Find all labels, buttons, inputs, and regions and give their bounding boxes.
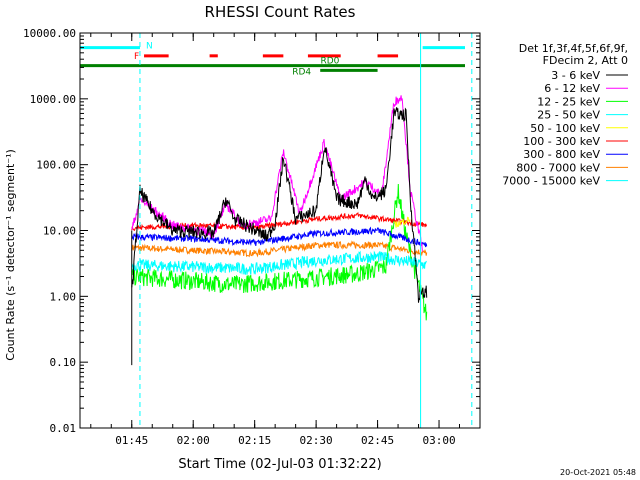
legend-header-line-2: FDecim 2, Att 0 (543, 54, 628, 67)
series-line-3-6-kev (131, 107, 428, 303)
generation-timestamp: 20-Oct-2021 05:48 (560, 468, 636, 477)
y-tick-label-5: 0.10 (50, 356, 77, 369)
attenuator-label-n: N (146, 42, 153, 52)
y-tick-label-3: 10.00 (43, 225, 76, 238)
y-tick-label-6: 0.01 (50, 422, 77, 435)
legend-label-6: 300 - 800 keV (523, 148, 600, 161)
legend-label-8: 7000 - 15000 keV (502, 175, 600, 188)
vertical-markers (79, 33, 473, 428)
series-line-100-300-kev (131, 211, 428, 232)
series-line-12-25-kev (131, 183, 428, 321)
attenuator-state-bars: NF RD0 RD4 (80, 42, 465, 77)
series-line-25-50-kev (131, 250, 427, 275)
legend-label-5: 100 - 300 keV (523, 135, 600, 148)
y-tick-label-1: 1000.00 (30, 93, 76, 106)
x-tick-label-1: 02:00 (177, 434, 210, 447)
legend-label-3: 25 - 50 keV (537, 109, 600, 122)
x-axis-title: Start Time (02-Jul-03 01:32:22) (178, 457, 381, 472)
y-tick-label-4: 1.00 (50, 290, 77, 303)
legend-header-line-1: Det 1f,3f,4f,5f,6f,9f, (519, 42, 628, 55)
legend-label-1: 6 - 12 keV (544, 82, 600, 95)
legend-label-2: 12 - 25 keV (537, 95, 600, 108)
y-axis-title: Count Rate (s⁻¹ detector⁻¹ segment⁻¹) (4, 149, 17, 361)
x-tick-label-5: 03:00 (422, 434, 455, 447)
series-line-800-7000-kev (131, 240, 428, 258)
x-tick-label-0: 01:45 (115, 434, 148, 447)
attenuator-label-rd0: RD0 (321, 57, 340, 67)
chart-title: RHESSI Count Rates (205, 3, 356, 21)
x-tick-label-2: 02:15 (238, 434, 271, 447)
attenuator-label-rd4: RD4 (292, 67, 311, 77)
attenuator-label-f: F (134, 52, 139, 62)
legend-label-7: 800 - 7000 keV (516, 161, 600, 174)
x-tick-label-4: 02:45 (361, 434, 394, 447)
axes: 10000.00 1000.00 100.00 10.00 1.00 0.10 0.01 01… (23, 27, 481, 447)
legend-label-4: 50 - 100 keV (530, 122, 600, 135)
x-tick-label-3: 02:30 (300, 434, 333, 447)
series-lines (131, 95, 428, 366)
y-tick-label-2: 100.00 (36, 159, 76, 172)
y-tick-label-0: 10000.00 (23, 27, 76, 40)
legend-label-0: 3 - 6 keV (551, 69, 600, 82)
series-line-50-100-kev (393, 216, 411, 228)
